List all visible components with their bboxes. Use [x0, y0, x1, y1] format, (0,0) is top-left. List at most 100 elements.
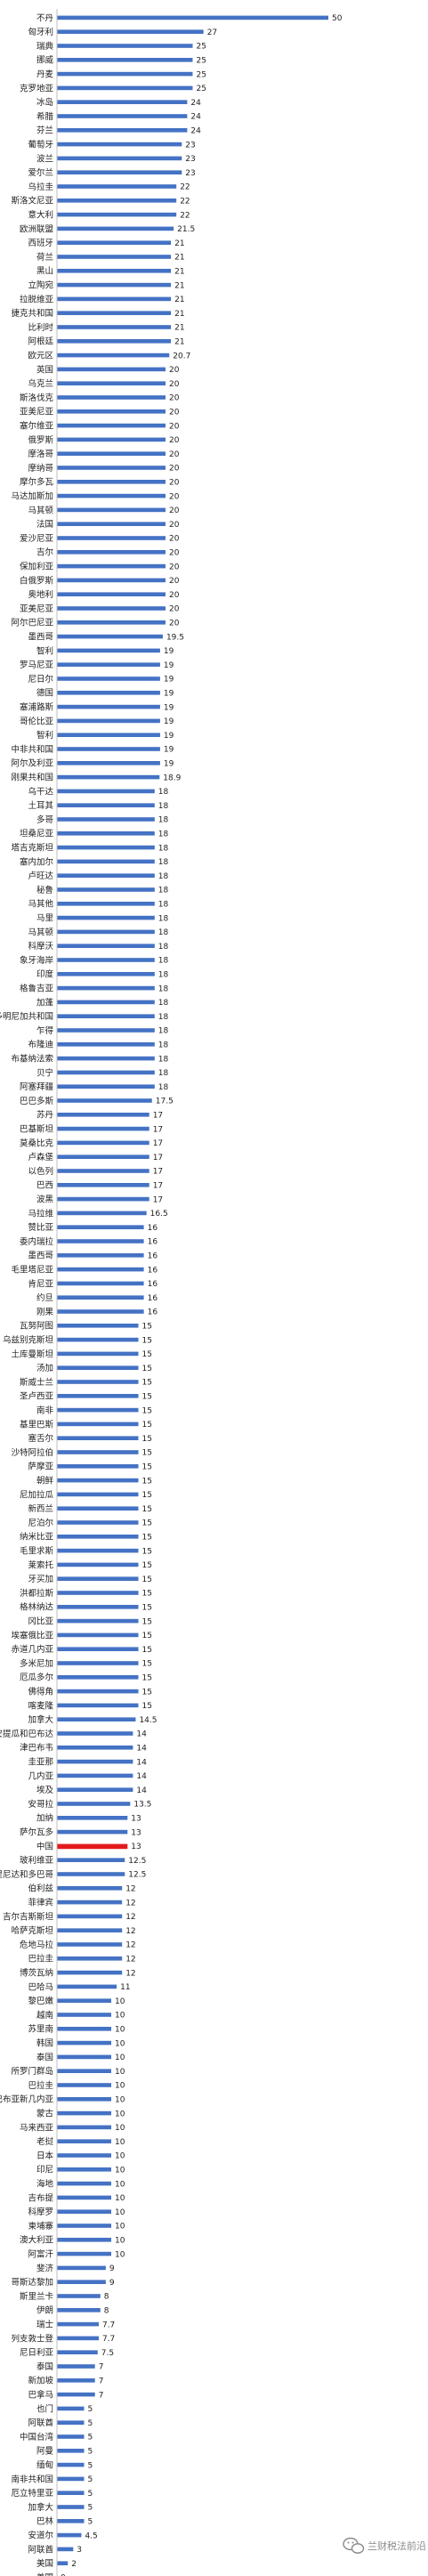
value-label: 17: [153, 1168, 163, 1177]
category-label: 贝宁: [36, 1067, 53, 1078]
category-label: 南非共和国: [11, 2474, 53, 2484]
bar: [57, 226, 174, 231]
category-label: 莫桑比克: [20, 1138, 54, 1148]
category-label: 德国: [36, 688, 53, 699]
category-label: 安道尔: [28, 2531, 53, 2541]
value-label: 21.5: [177, 225, 195, 234]
value-label: 15: [142, 1463, 152, 1472]
category-label: 日本: [36, 2151, 54, 2161]
category-label: 安提瓜和巴布达: [0, 1729, 53, 1739]
value-label: 15: [142, 1449, 152, 1458]
category-label: 阿尔巴尼亚: [11, 618, 53, 628]
value-label: 18: [158, 830, 169, 839]
bar: [57, 2265, 106, 2271]
category-label: 斯里兰卡: [20, 2291, 54, 2302]
value-label: 18: [158, 984, 169, 993]
category-label: 阿根廷: [28, 336, 53, 347]
value-label: 12.5: [128, 1871, 146, 1880]
value-label: 17: [153, 1125, 163, 1134]
category-label: 科摩罗: [28, 2207, 53, 2217]
value-label: 21: [174, 239, 184, 248]
value-label: 14.5: [139, 1716, 157, 1725]
category-label: 委内瑞拉: [20, 1236, 54, 1247]
category-label: 克罗地亚: [20, 83, 54, 93]
value-label: 15: [142, 1393, 152, 1402]
bar: [57, 789, 155, 794]
bar: [57, 1942, 123, 1947]
value-label: 10: [115, 2152, 125, 2161]
value-label: 7.7: [102, 2321, 115, 2329]
value-label: 15: [142, 1323, 152, 1332]
value-label: 13: [131, 1815, 141, 1824]
bar: [57, 1562, 139, 1567]
category-label: 奥地利: [28, 589, 53, 600]
bar: [57, 1605, 139, 1609]
category-label: 以色列: [28, 1166, 53, 1177]
value-label: 20: [169, 521, 180, 530]
category-label: 塞浦路斯: [20, 702, 54, 713]
category-label: 俄罗斯: [28, 434, 53, 445]
category-label: 摩纳哥: [28, 463, 53, 474]
value-label: 13.5: [133, 1801, 151, 1810]
category-label: 刚果: [36, 1308, 54, 1317]
value-label: 50: [332, 14, 343, 23]
value-label: 18: [158, 999, 169, 1008]
category-label: 吉尔: [36, 547, 54, 558]
category-label: 土库曼斯坦: [11, 1349, 53, 1359]
bar: [57, 774, 160, 780]
value-label: 2: [71, 2560, 77, 2569]
value-label: 12: [125, 1927, 135, 1936]
bar: [57, 550, 166, 555]
bar: [57, 606, 166, 611]
value-label: 5: [88, 2518, 93, 2527]
value-label: 10: [115, 2167, 125, 2175]
value-label: 10: [115, 2180, 125, 2189]
bar: [57, 1787, 133, 1792]
category-label: 瑞典: [36, 41, 54, 52]
bar: [57, 1661, 139, 1665]
value-label: 9: [109, 2279, 115, 2288]
bar: [57, 2153, 111, 2158]
category-label: 喀麦隆: [28, 1700, 53, 1711]
category-label: 意大利: [28, 210, 53, 221]
category-label: 新西兰: [28, 1503, 53, 1514]
value-label: 18: [158, 928, 169, 937]
category-label: 塔吉克斯坦: [11, 843, 53, 854]
value-label: 18: [158, 816, 169, 825]
watermark: 兰财税法前沿: [343, 2537, 426, 2554]
value-label: 20: [169, 479, 180, 488]
bar: [57, 437, 166, 442]
category-label: 印度: [36, 969, 54, 980]
category-label: 墨西哥: [28, 1252, 53, 1261]
category-label: 塞内加尔: [20, 856, 54, 867]
bar: [57, 2294, 101, 2298]
category-label: 津巴布韦: [20, 1743, 53, 1754]
category-label: 英国: [36, 364, 53, 375]
value-label: 18: [158, 943, 169, 952]
bar: [57, 2308, 101, 2313]
value-label: 20: [169, 549, 180, 558]
category-label: 多哥: [36, 814, 53, 825]
value-label: 5: [88, 2434, 93, 2442]
category-label: 阿富汗: [28, 2249, 53, 2260]
bar: [57, 2392, 95, 2397]
bar: [57, 1535, 139, 1539]
bar: [57, 1914, 123, 1919]
bar: [57, 1872, 125, 1876]
category-label: 西班牙: [28, 238, 53, 248]
bar: [57, 2167, 111, 2172]
value-label: 10: [115, 2138, 125, 2147]
value-label: 15: [142, 1435, 152, 1444]
bar: [57, 240, 172, 245]
value-label: 15: [142, 1406, 152, 1415]
bar: [57, 522, 166, 526]
category-label: 萨尔瓦多: [20, 1827, 53, 1838]
value-label: 23: [185, 141, 195, 150]
bar: [57, 1970, 123, 1975]
bar: [57, 1113, 149, 1117]
value-label: 19: [164, 746, 174, 755]
bar: [57, 2491, 85, 2495]
value-label: 17: [153, 1154, 163, 1162]
value-label: 20: [169, 422, 180, 431]
value-label: 21: [174, 281, 184, 290]
